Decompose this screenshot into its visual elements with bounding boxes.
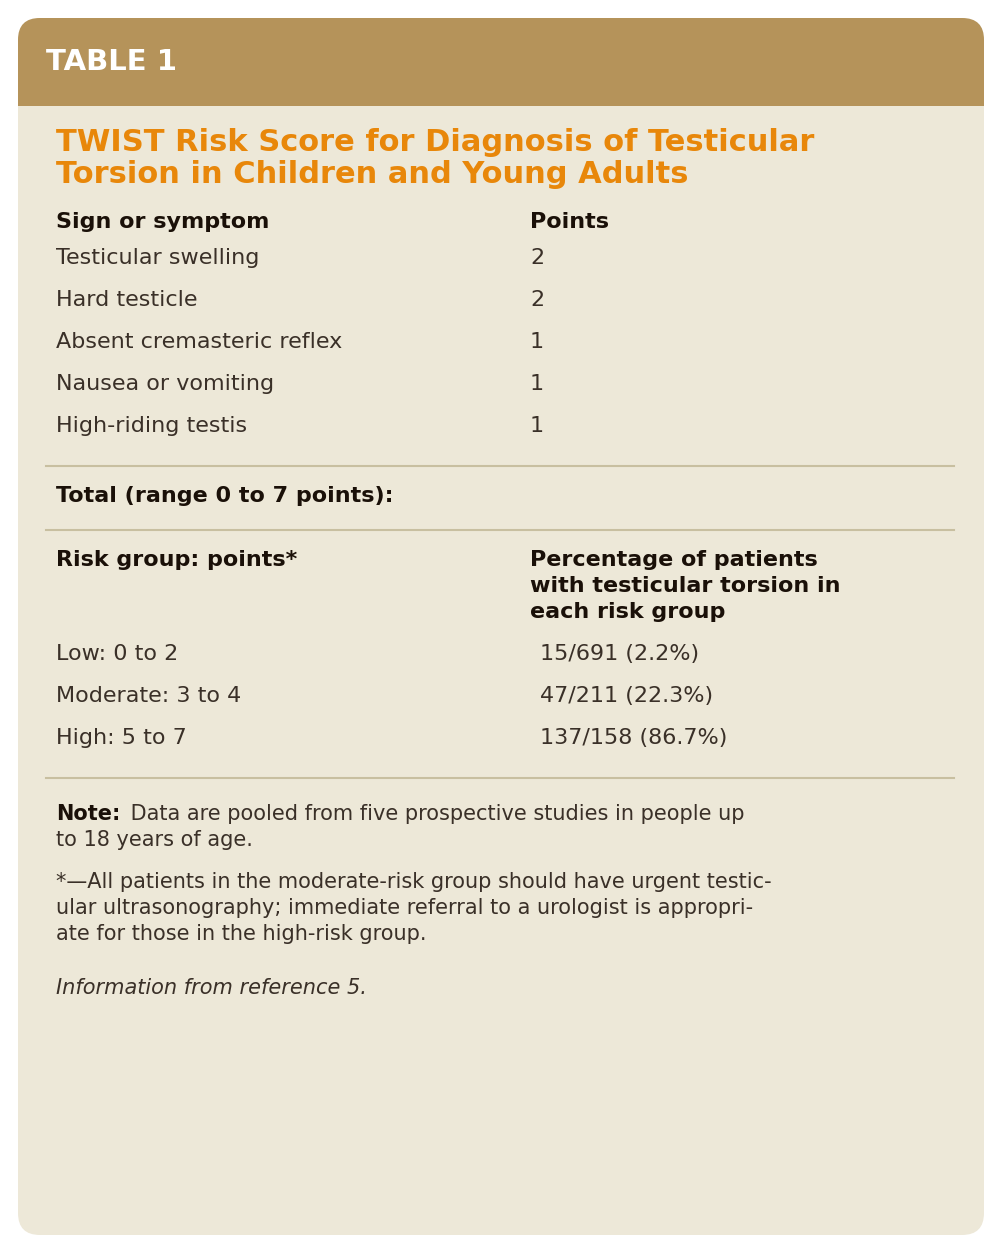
Text: Note:: Note: bbox=[56, 804, 120, 824]
Text: *—All patients in the moderate-risk group should have urgent testic-: *—All patients in the moderate-risk grou… bbox=[56, 872, 772, 892]
Text: Testicular swelling: Testicular swelling bbox=[56, 248, 260, 268]
FancyBboxPatch shape bbox=[18, 18, 984, 1235]
Text: Hard testicle: Hard testicle bbox=[56, 289, 197, 309]
Text: Moderate: 3 to 4: Moderate: 3 to 4 bbox=[56, 685, 241, 705]
Text: Nausea or vomiting: Nausea or vomiting bbox=[56, 373, 275, 393]
Text: TABLE 1: TABLE 1 bbox=[46, 48, 177, 76]
Text: to 18 years of age.: to 18 years of age. bbox=[56, 829, 253, 850]
Text: Total (range 0 to 7 points):: Total (range 0 to 7 points): bbox=[56, 486, 394, 506]
Text: 1: 1 bbox=[530, 332, 544, 352]
Bar bbox=[18, 61, 984, 107]
Text: with testicular torsion in: with testicular torsion in bbox=[530, 576, 841, 596]
Text: 2: 2 bbox=[530, 248, 544, 268]
Text: Information from reference 5.: Information from reference 5. bbox=[56, 979, 367, 997]
Text: Torsion in Children and Young Adults: Torsion in Children and Young Adults bbox=[56, 160, 688, 189]
Text: High: 5 to 7: High: 5 to 7 bbox=[56, 728, 186, 748]
Text: Absent cremasteric reflex: Absent cremasteric reflex bbox=[56, 332, 343, 352]
Text: Percentage of patients: Percentage of patients bbox=[530, 550, 818, 570]
Text: 2: 2 bbox=[530, 289, 544, 309]
Text: High-riding testis: High-riding testis bbox=[56, 416, 247, 436]
Text: 15/691 (2.2%): 15/691 (2.2%) bbox=[540, 644, 699, 664]
Text: 1: 1 bbox=[530, 416, 544, 436]
Text: 137/158 (86.7%): 137/158 (86.7%) bbox=[540, 728, 727, 748]
FancyBboxPatch shape bbox=[18, 18, 984, 107]
Text: Risk group: points*: Risk group: points* bbox=[56, 550, 298, 570]
Text: Sign or symptom: Sign or symptom bbox=[56, 212, 270, 232]
Text: 47/211 (22.3%): 47/211 (22.3%) bbox=[540, 685, 713, 705]
Text: ate for those in the high-risk group.: ate for those in the high-risk group. bbox=[56, 923, 427, 944]
Text: Low: 0 to 2: Low: 0 to 2 bbox=[56, 644, 178, 664]
Text: TWIST Risk Score for Diagnosis of Testicular: TWIST Risk Score for Diagnosis of Testic… bbox=[56, 128, 815, 157]
Text: each risk group: each risk group bbox=[530, 601, 725, 621]
Text: Points: Points bbox=[530, 212, 609, 232]
Text: 1: 1 bbox=[530, 373, 544, 393]
Text: ular ultrasonography; immediate referral to a urologist is appropri-: ular ultrasonography; immediate referral… bbox=[56, 898, 754, 918]
Text: Data are pooled from five prospective studies in people up: Data are pooled from five prospective st… bbox=[124, 804, 744, 824]
